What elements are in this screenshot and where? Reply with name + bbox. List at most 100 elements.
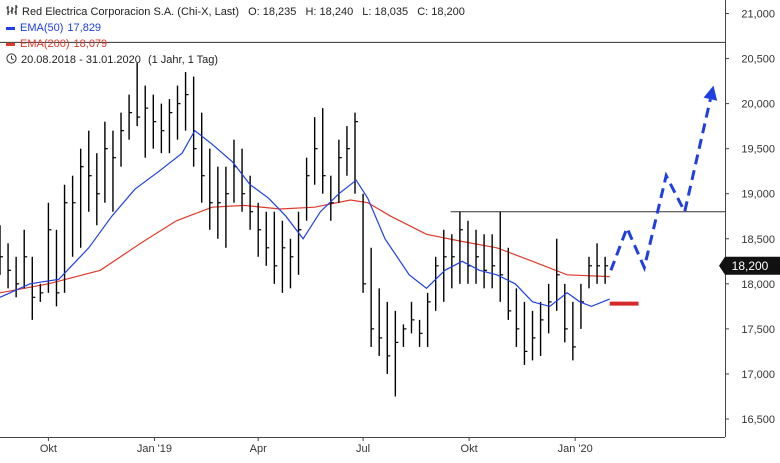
price-bar [305,157,310,221]
last-price-label: 18,200 [732,259,769,273]
ohlc-bars-icon [6,5,18,15]
price-bar [547,283,552,334]
price-bar [71,175,76,257]
price-bar [338,139,342,203]
ema50-label: EMA(50) [20,22,64,34]
ema200-layer [0,199,610,294]
price-bar [79,148,84,248]
price-bar [354,112,359,194]
price-bar [15,256,20,298]
price-bar [7,243,12,289]
price-bar [596,243,601,284]
price-bar [120,112,125,167]
price-bar [313,117,318,185]
ohlc-close: C: 18,200 [417,6,465,18]
price-bar [112,130,116,212]
price-bar [160,103,165,154]
y-tick-label: 17,000 [741,369,775,381]
price-bar [55,229,60,307]
price-bar [0,225,3,275]
price-bar [184,72,189,131]
y-tick-label: 18,000 [741,279,775,291]
y-tick-label: 20,500 [741,54,775,66]
price-bar [402,324,407,347]
price-bar [289,238,294,289]
price-bar [588,256,592,289]
price-bar [273,211,278,284]
price-bar [297,211,302,275]
ema50-swatch [6,26,15,30]
price-bar [410,301,415,334]
price-bar [201,112,205,203]
price-bar [499,211,504,302]
y-tick-label: 16,500 [741,414,775,426]
price-bar [475,229,480,284]
last-price-badge [719,256,780,275]
price-bar [483,234,488,289]
y-tick-label: 17,500 [741,324,775,336]
price-bars-layer [0,63,609,397]
price-bar [378,288,383,356]
y-tick-label: 21,000 [741,9,775,21]
price-bar [572,301,576,361]
x-tick-label: Apr [250,443,267,455]
price-bar [136,63,141,127]
ema50-line [0,129,610,308]
price-bar [217,166,221,239]
ema200-value: 18,079 [73,38,108,50]
price-bar [531,310,536,361]
ohlc-high: H: 18,240 [305,6,354,18]
legend-ema200: EMA(200) 18,079 [6,37,107,51]
price-bar [281,220,286,293]
x-tick-label: Jul [356,443,370,455]
price-bar [515,288,520,347]
price-bar [225,166,229,248]
x-tick-label: Okt [461,443,478,455]
price-bar [257,202,262,257]
price-bar [176,85,181,140]
ema200-swatch [6,42,15,46]
price-bar [265,211,270,266]
price-bar [580,283,584,329]
instrument-name: Red Electrica Corporacion S.A. (Chi-X, L… [22,6,240,18]
price-bar [434,256,439,311]
legend-ema50: EMA(50) 17,829 [6,21,101,35]
x-tick-label: Jan '19 [137,443,172,455]
ema200-line [0,199,610,294]
x-tick-label: Okt [40,443,57,455]
y-tick-label: 18,500 [741,234,775,246]
price-bar [523,301,528,365]
price-bar [144,85,149,158]
price-bar [209,148,213,230]
interval-label: (1 Jahr, 1 Tag) [147,54,219,66]
x-tick-label: Jan '20 [558,443,593,455]
price-bar [168,99,173,154]
y-tick-label: 20,000 [741,99,775,111]
price-bar [249,175,254,230]
ema50-layer [0,129,610,308]
price-bar [322,108,326,194]
price-bar [192,76,197,167]
price-bar [459,211,463,284]
price-bar [426,292,431,347]
price-bar [47,202,52,293]
price-bar [233,139,237,203]
price-bar [104,121,108,203]
price-bar [152,94,157,149]
price-bar [128,94,133,140]
price-bar [564,283,568,343]
price-bar [394,310,399,397]
annotation-layer [0,41,725,213]
forecast-layer [609,85,718,306]
price-bar [491,234,496,289]
price-bar [88,130,92,212]
forecast-arrowhead [703,85,718,101]
legend-period: 20.08.2018 - 31.01.2020 (1 Jahr, 1 Tag) [6,53,218,67]
price-bar [346,126,350,176]
date-range: 20.08.2018 - 31.01.2020 [21,54,141,66]
price-bar [63,184,68,293]
price-bar [507,247,512,320]
price-bar [386,301,391,374]
